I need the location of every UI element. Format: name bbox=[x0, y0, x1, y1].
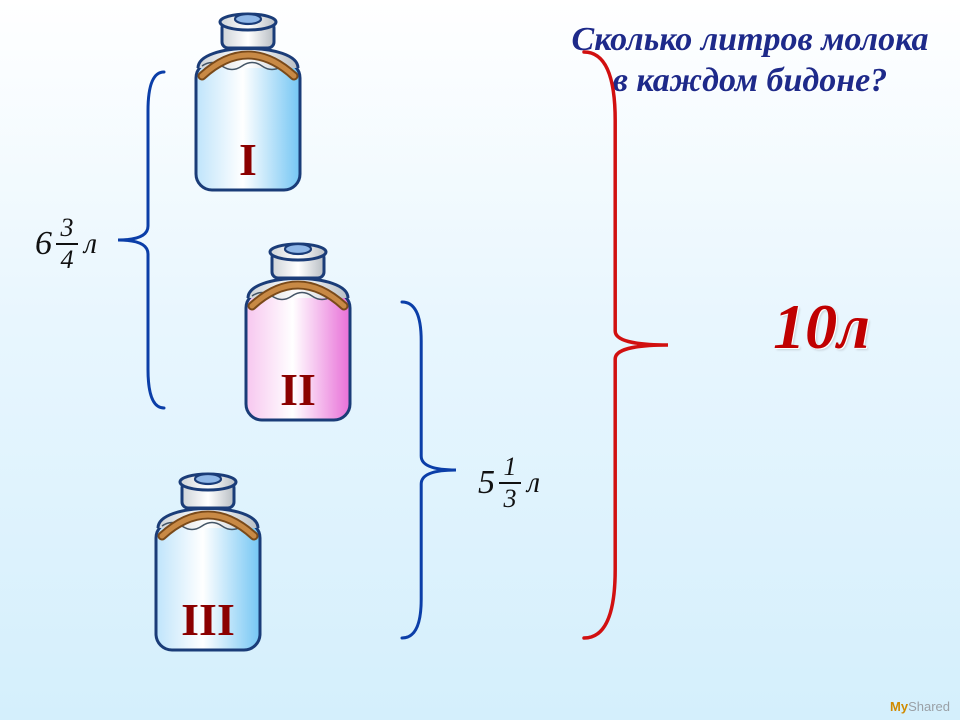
watermark: MyShared bbox=[890, 699, 950, 714]
fraction-whole: 6 bbox=[35, 225, 52, 263]
fraction-unit: л bbox=[527, 466, 540, 500]
can-label: I bbox=[168, 133, 328, 186]
fraction-stack: 3 4 bbox=[56, 215, 78, 273]
fraction-numerator: 3 bbox=[61, 215, 74, 241]
total-liters: 10л bbox=[773, 290, 870, 364]
can-label: III bbox=[128, 593, 288, 646]
can-label: II bbox=[218, 363, 378, 416]
brace-b-all bbox=[580, 50, 668, 640]
milk-can-I: I bbox=[168, 2, 328, 212]
fraction-denominator: 3 bbox=[504, 486, 517, 512]
watermark-bold: My bbox=[890, 699, 908, 714]
milk-can-II: II bbox=[218, 232, 378, 442]
fraction-f2: 5 1 3 л bbox=[478, 454, 540, 512]
fraction-stack: 1 3 bbox=[499, 454, 521, 512]
fraction-numerator: 1 bbox=[504, 454, 517, 480]
brace-b-left bbox=[118, 70, 168, 410]
milk-can-III: III bbox=[128, 462, 288, 672]
brace-b-mid bbox=[398, 300, 456, 640]
watermark-rest: Shared bbox=[908, 699, 950, 714]
fraction-f1: 6 3 4 л bbox=[35, 215, 97, 273]
fraction-unit: л bbox=[84, 227, 97, 261]
fraction-denominator: 4 bbox=[61, 247, 74, 273]
fraction-whole: 5 bbox=[478, 464, 495, 502]
